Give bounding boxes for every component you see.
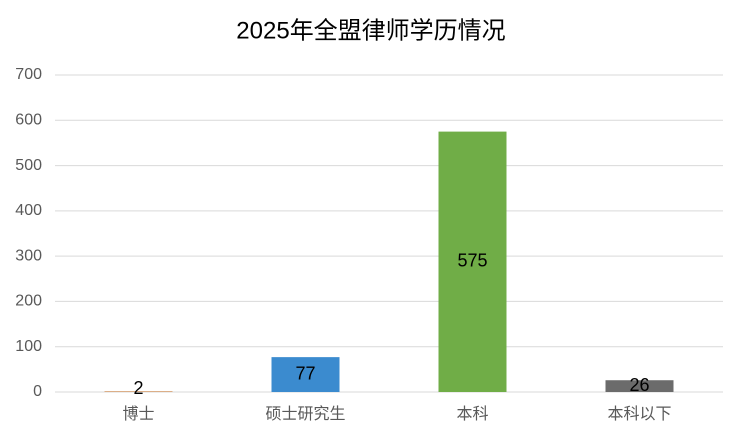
x-tick-label: 硕士研究生 <box>265 405 345 423</box>
y-tick-label: 0 <box>33 383 42 400</box>
x-tick-label: 博士 <box>122 405 154 423</box>
chart-title: 2025年全盟律师学历情况 <box>236 17 505 44</box>
bar <box>605 380 674 392</box>
data-label: 2 <box>133 378 143 398</box>
y-tick-label: 400 <box>15 202 42 219</box>
x-tick-label: 本科 <box>456 405 488 423</box>
data-label: 77 <box>295 363 315 383</box>
bar <box>104 391 173 392</box>
y-tick-label: 500 <box>15 157 42 174</box>
x-tick-label: 本科以下 <box>607 405 671 423</box>
bar <box>271 357 340 392</box>
y-tick-label: 700 <box>15 66 42 83</box>
data-label: 575 <box>457 251 487 271</box>
y-tick-label: 600 <box>15 112 42 129</box>
y-tick-label: 200 <box>15 293 42 310</box>
y-tick-label: 100 <box>15 338 42 355</box>
data-label: 26 <box>629 375 649 395</box>
y-tick-label: 300 <box>15 247 42 264</box>
bar <box>438 131 507 392</box>
